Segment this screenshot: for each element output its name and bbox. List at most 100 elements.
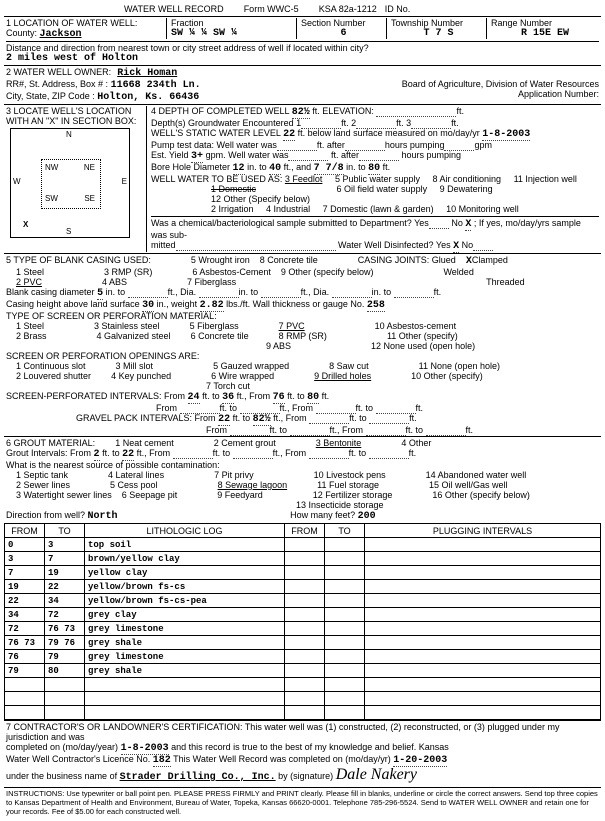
log-cell: 79 [45,650,85,664]
section-7: 7 CONTRACTOR'S OR LANDOWNER'S CERTIFICAT… [4,720,601,785]
log-cell [285,664,325,678]
log-header: PLUGGING INTERVALS [365,524,601,538]
x-mark: X [23,220,28,229]
section-5: 5 TYPE OF BLANK CASING USED: 5 Wrought i… [4,253,601,436]
log-cell: 72 [45,608,85,622]
log-cell: 7 [5,566,45,580]
s1-title: 1 LOCATION OF WATER WELL: [6,18,166,28]
range-label: Range Number [491,18,599,28]
township-label: Township Number [391,18,486,28]
log-cell: 3 [5,552,45,566]
log-cell [325,594,365,608]
log-cell [325,622,365,636]
log-cell: yellow/brown fs-cs [85,580,285,594]
form-ksa: KSA 82a-1212 [319,4,377,14]
range-val: R 15E EW [491,28,599,39]
log-cell: 22 [45,580,85,594]
log-cell [85,692,285,706]
log-cell [285,594,325,608]
log-cell [325,636,365,650]
addr-val: 11668 234th Ln. [111,80,201,91]
log-header: FROM [285,524,325,538]
log-cell [325,552,365,566]
log-cell: 34 [45,594,85,608]
log-cell [5,692,45,706]
section-2: 2 WATER WELL OWNER: Rick Homan RR#, St. … [4,65,601,104]
log-cell [365,552,601,566]
log-cell [285,580,325,594]
dist-label: Distance and direction from nearest town… [6,43,599,53]
log-cell: top soil [85,538,285,552]
log-cell: 34 [5,608,45,622]
log-header: FROM [5,524,45,538]
log-cell [365,650,601,664]
s2-title: 2 WATER WELL OWNER: [6,67,111,77]
log-cell [325,580,365,594]
log-cell [325,678,365,692]
instructions: INSTRUCTIONS: Use typewriter or ball poi… [4,787,601,817]
log-cell: 72 [5,622,45,636]
log-cell [365,608,601,622]
location-box: NSWE NWNESWSE X [10,128,130,238]
log-cell: 79 [5,664,45,678]
log-cell [85,678,285,692]
log-cell [325,566,365,580]
log-cell [325,664,365,678]
county-label: County: [6,28,37,38]
owner-name: Rick Homan [117,68,177,79]
log-cell [85,706,285,720]
log-header: LITHOLOGIC LOG [85,524,285,538]
log-cell [45,692,85,706]
log-cell: 3 [45,538,85,552]
elev-label: ft. ELEVATION: [312,106,374,116]
log-cell: 80 [45,664,85,678]
log-cell: 0 [5,538,45,552]
fraction-val: SW ¼ ¼ SW ¼ [171,28,296,39]
log-cell [285,622,325,636]
log-cell [45,678,85,692]
signature: Dale Nakery [336,766,417,783]
log-cell: grey shale [85,636,285,650]
log-cell [365,622,601,636]
log-cell [365,664,601,678]
form-title: WATER WELL RECORD [124,4,224,14]
log-cell [325,538,365,552]
city-val: Holton, Ks. 66436 [97,92,199,103]
log-cell [325,650,365,664]
log-cell [365,692,601,706]
log-cell [5,706,45,720]
log-cell [365,706,601,720]
city-label: City, State, ZIP Code [6,91,90,101]
county-val: Jackson [40,29,82,40]
log-cell [285,692,325,706]
section-6: 6 GROUT MATERIAL: 1 Neat cement 2 Cement… [4,436,601,523]
fraction-label: Fraction [171,18,296,28]
log-cell: brown/yellow clay [85,552,285,566]
township-val: T 7 S [391,28,486,39]
log-cell [285,566,325,580]
log-cell [365,580,601,594]
log-cell [325,706,365,720]
form-no: Form WWC-5 [244,4,299,14]
gw-label: Depth(s) Groundwater Encountered [151,118,294,128]
section-1: 1 LOCATION OF WATER WELL: County: Jackso… [4,16,601,65]
log-cell: grey limestone [85,622,285,636]
log-cell [325,692,365,706]
form-id: ID No. [385,4,411,14]
dist-val: 2 miles west of Holton [6,53,599,64]
log-cell [5,678,45,692]
appno-label: Application Number: [366,89,599,99]
log-cell: yellow/brown fs-cs-pea [85,594,285,608]
log-cell [285,706,325,720]
section-val: 6 [301,28,386,39]
log-cell: 22 [5,594,45,608]
s4-title: 4 DEPTH OF COMPLETED WELL [151,106,289,116]
log-cell: grey shale [85,664,285,678]
log-cell: yellow clay [85,566,285,580]
log-cell [365,538,601,552]
board-text: Board of Agriculture, Division of Water … [366,79,599,89]
log-cell: 79 76 [45,636,85,650]
log-cell [325,608,365,622]
log-cell: 19 [45,566,85,580]
log-cell: 76 73 [45,622,85,636]
